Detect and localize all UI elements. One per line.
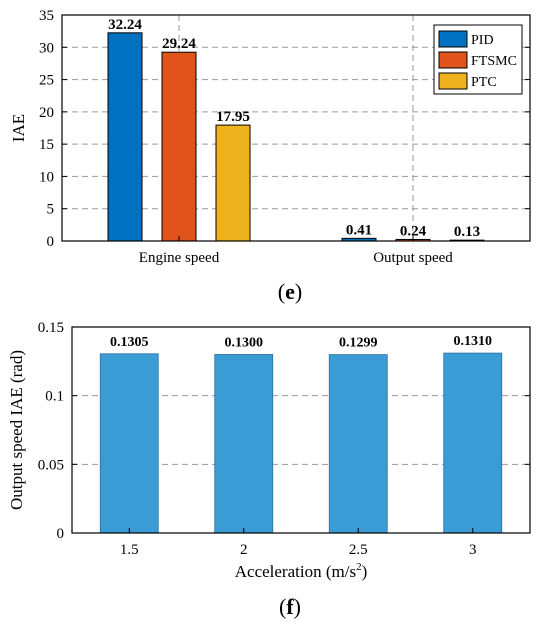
- x-tick-label: Output speed: [373, 250, 453, 266]
- x-tick-label: 3: [469, 542, 477, 558]
- x-tick-label: 2: [240, 542, 248, 558]
- legend: PID FTSMC PTC: [433, 24, 523, 95]
- data-label: 32.24: [108, 17, 142, 33]
- legend-swatch-pid: [438, 30, 468, 48]
- y-tick-label: 0.1: [45, 389, 64, 405]
- bar: [443, 352, 503, 534]
- data-label: 0.41: [346, 222, 372, 238]
- legend-swatch-ptc: [438, 72, 468, 90]
- y-tick-label: 35: [39, 8, 54, 24]
- legend-swatch-ftsmc: [438, 51, 468, 69]
- legend-label: PID: [471, 33, 494, 48]
- bar: [214, 354, 274, 534]
- y-axis-label: Output speed IAE (rad): [7, 350, 26, 510]
- y-tick-label: 5: [47, 202, 55, 218]
- data-label: 0.1310: [454, 334, 493, 349]
- data-label: 0.1305: [110, 335, 149, 350]
- y-axis-label: IAE: [9, 114, 28, 142]
- x-axis-label: Acceleration (m/s2): [235, 561, 367, 581]
- data-label: 0.13: [454, 224, 480, 240]
- y-tick-label: 0.05: [38, 457, 64, 473]
- plot-frame: [61, 14, 531, 242]
- legend-label: FTSMC: [471, 54, 517, 69]
- bar: [99, 353, 159, 534]
- data-label: 0.1300: [225, 335, 264, 350]
- y-tick-label: 10: [39, 169, 54, 185]
- bar: [328, 354, 388, 534]
- y-tick-label: 0.15: [38, 320, 64, 336]
- x-tick-label: Engine speed: [139, 250, 220, 266]
- legend-label: PTC: [471, 75, 497, 90]
- plot-frame: [71, 326, 531, 534]
- y-tick-label: 15: [39, 137, 54, 153]
- bar-ptc: [215, 124, 251, 242]
- y-tick-label: 0: [57, 526, 65, 542]
- y-tick-label: 30: [39, 40, 54, 56]
- y-tick-label: 25: [39, 73, 54, 89]
- data-label: 29.24: [162, 36, 196, 52]
- y-tick-label: 20: [39, 105, 54, 121]
- data-label: 0.24: [400, 223, 427, 239]
- data-label: 17.95: [216, 109, 250, 125]
- data-label: 0.1299: [339, 336, 378, 351]
- x-tick-label: 2.5: [349, 542, 368, 558]
- y-tick-label: 0: [47, 234, 55, 250]
- bar-ftsmc: [161, 51, 197, 242]
- chart-f: 0.1305 0.1300 0.1299 0.1310 0 0.05 0.1 0.15 1.5 2…: [7, 320, 531, 619]
- chart-e: 32.24 0.41 29.24 0.24 17.95 0.13 0 5 10 15 20 25 30 3…: [9, 8, 531, 304]
- panel-caption-f: (f): [279, 594, 301, 619]
- x-tick-label: 1.5: [120, 542, 139, 558]
- panel-caption-e: (e): [278, 279, 302, 304]
- bar-pid: [107, 32, 143, 242]
